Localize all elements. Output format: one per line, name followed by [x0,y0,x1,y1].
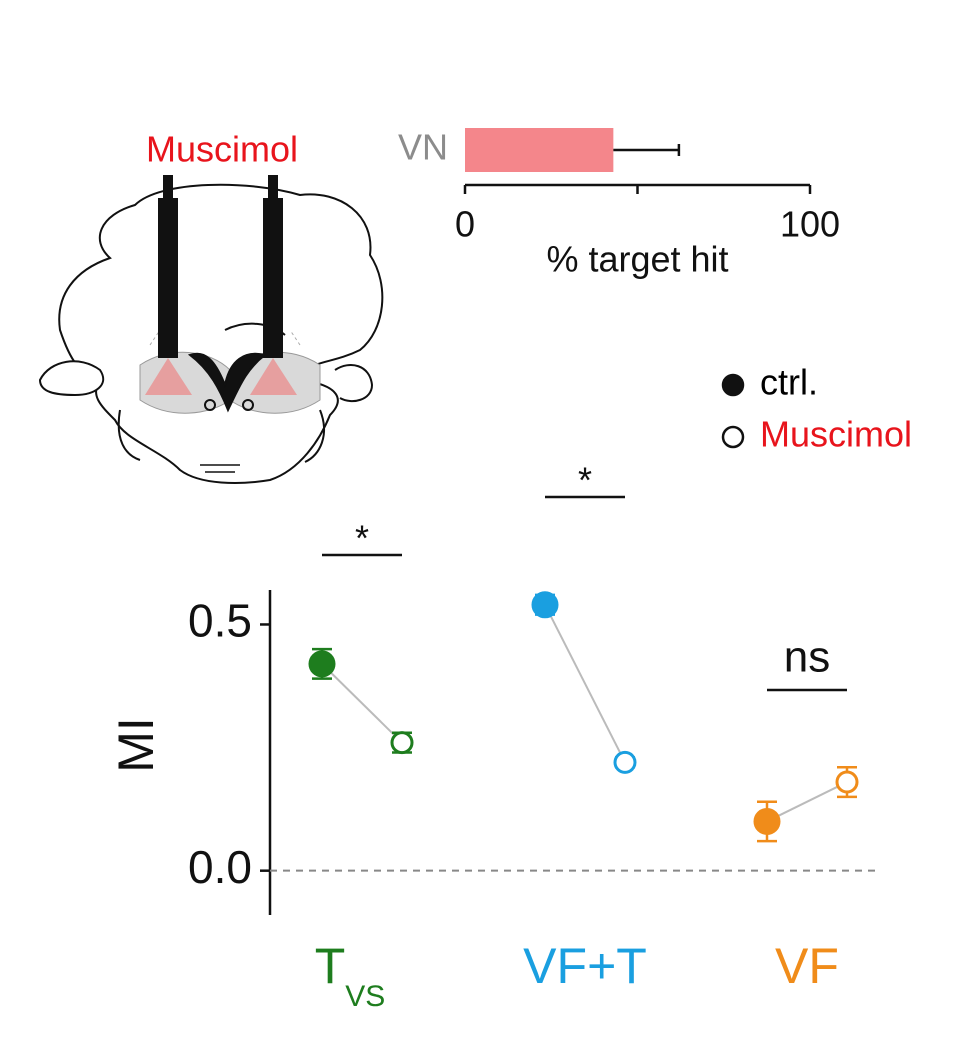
category-text: T [315,938,346,994]
category-label: VF+T [523,938,647,994]
data-point [531,591,559,619]
category-text: VF [775,938,839,994]
legend-marker [721,425,745,449]
data-point [390,731,414,755]
x-tick-label: 0 [455,204,475,245]
category-text: VF+T [523,938,647,994]
category-label: TVS [315,938,386,1013]
x-tick-label: 100 [780,204,840,245]
y-axis-label: MI [108,717,164,773]
drug-label: Muscimol [146,129,298,170]
x-axis-label: % target hit [546,239,728,280]
bar [465,128,614,172]
category-label: VF [775,938,839,994]
data-point [835,770,859,794]
category-subscript: VS [345,980,385,1013]
legend-marker [721,373,745,397]
significance-label: * [355,518,369,559]
significance-label: ns [784,633,830,682]
data-point [753,807,781,835]
data-point [613,750,637,774]
data-point [308,650,336,678]
cannulas [145,175,297,395]
legend-label: Muscimol [760,414,912,455]
y-tick-label: 0.0 [188,841,252,893]
y-tick-label: 0.5 [188,595,252,647]
brain-schematic [38,183,384,484]
category-label: VN [398,127,448,168]
legend-label: ctrl. [760,362,818,403]
connector [766,781,848,823]
significance-label: * [578,460,592,501]
connector [544,604,626,763]
connector [321,663,403,744]
